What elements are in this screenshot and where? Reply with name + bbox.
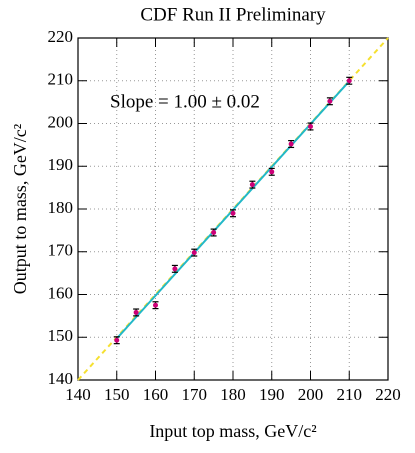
- x-axis-label: Input top mass, GeV/c²: [149, 421, 316, 441]
- point: [346, 78, 352, 84]
- x-tick-label: 150: [104, 385, 130, 404]
- x-tick-label: 220: [375, 385, 401, 404]
- point: [269, 169, 275, 175]
- x-tick-label: 190: [259, 385, 285, 404]
- x-tick-label: 200: [298, 385, 324, 404]
- point: [191, 250, 197, 256]
- y-tick-label: 210: [48, 70, 74, 89]
- point: [172, 266, 178, 272]
- y-tick-label: 180: [48, 198, 74, 217]
- y-tick-label: 150: [48, 326, 74, 345]
- y-tick-label: 170: [48, 241, 74, 260]
- plot-frame: [77, 37, 389, 381]
- point: [288, 141, 294, 147]
- point: [133, 309, 139, 315]
- x-tick-label: 140: [65, 385, 91, 404]
- annotation: Slope = 1.00 ± 0.02: [110, 91, 260, 112]
- x-tick-label: 170: [182, 385, 208, 404]
- point: [308, 123, 313, 129]
- y-tick-label: 200: [48, 112, 74, 131]
- y-tick-label: 160: [48, 283, 74, 302]
- y-tick-label: 220: [48, 27, 74, 46]
- point: [153, 302, 158, 308]
- point: [327, 98, 333, 104]
- x-tick-label: 210: [337, 385, 363, 404]
- y-axis-label: Output to mass, GeV/c²: [10, 124, 30, 294]
- chart-title: CDF Run II Preliminary: [140, 4, 326, 25]
- point: [230, 210, 236, 216]
- y-tick-label: 140: [48, 369, 74, 388]
- point: [211, 230, 217, 236]
- point: [249, 182, 255, 188]
- x-tick-label: 180: [220, 385, 246, 404]
- point: [114, 337, 120, 343]
- x-tick-label: 160: [143, 385, 169, 404]
- y-tick-label: 190: [48, 155, 74, 174]
